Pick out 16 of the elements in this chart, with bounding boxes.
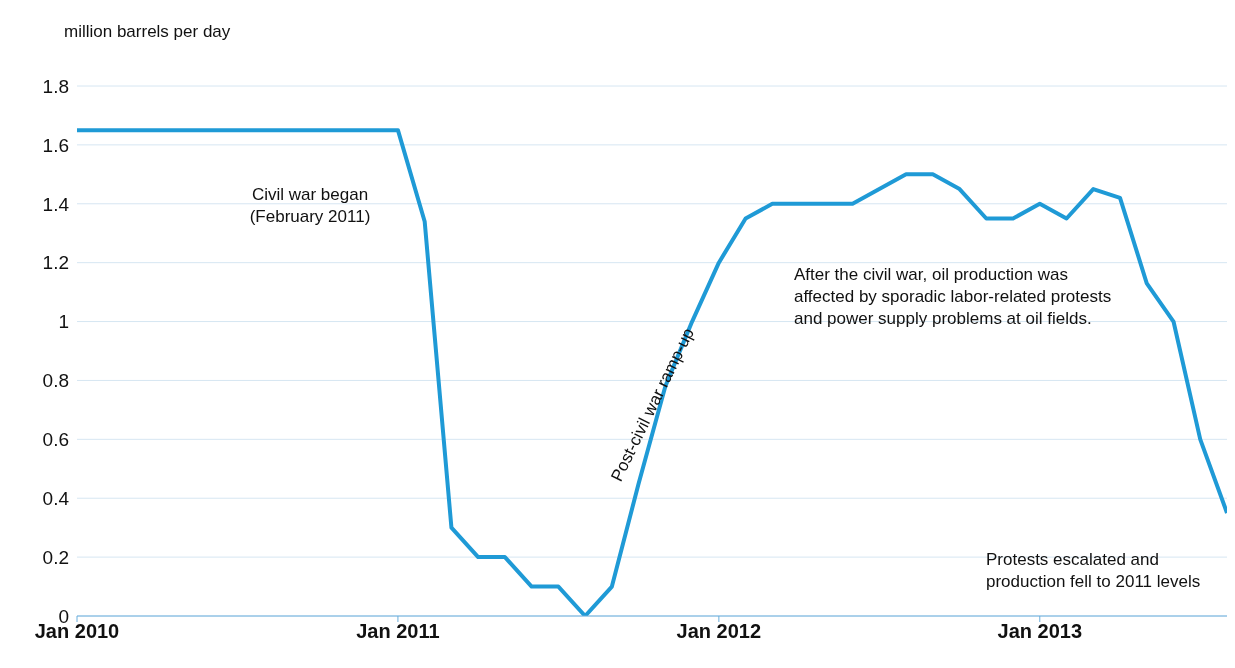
x-tick-label: Jan 2012 (676, 620, 762, 643)
annotation: Protests escalated and production fell to 2011 levels (986, 549, 1202, 593)
y-tick-label: 0.6 (42, 429, 69, 451)
annotation: After the civil war, oil production was affected by sporadic labor-related protests and power supply problems at oil fields. (794, 264, 1113, 330)
y-axis-title: million barrels per day (64, 22, 231, 42)
annotation: Civil war began (February 2011) (248, 184, 372, 228)
y-tick-label: 0.8 (42, 370, 69, 392)
y-tick-label: 1.2 (42, 252, 69, 274)
y-tick-label: 1.8 (42, 75, 69, 97)
y-tick-label: 0.2 (42, 546, 69, 568)
y-tick-label: 1.6 (42, 134, 69, 156)
x-tick-label: Jan 2013 (997, 620, 1083, 643)
x-tick-label: Jan 2011 (356, 620, 440, 643)
y-tick-label: 0.4 (42, 487, 70, 509)
y-tick-label: 1 (58, 311, 69, 333)
y-tick-label: 1.4 (42, 193, 70, 215)
